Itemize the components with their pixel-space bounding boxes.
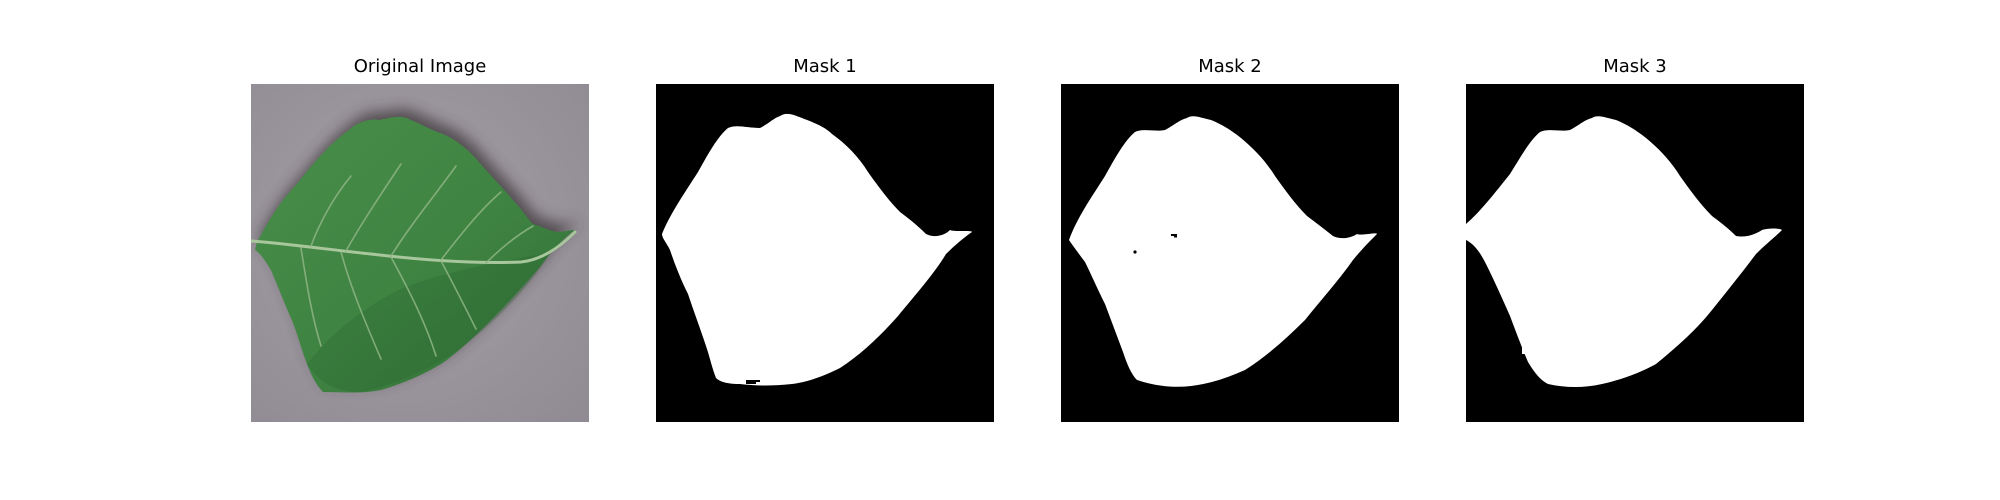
mask-leaf-region (662, 113, 972, 386)
panel-mask-1: Mask 1 (656, 0, 994, 500)
leaf-midrib (251, 230, 577, 265)
original-leaf-photo (251, 84, 589, 422)
panel-title: Mask 1 (793, 56, 857, 77)
leaf-veins (300, 163, 534, 360)
mask-leaf-region (1069, 116, 1377, 387)
panel-title: Original Image (353, 56, 487, 77)
panel-title: Mask 3 (1603, 56, 1667, 77)
mask-leaf-region (1466, 116, 1782, 388)
panel-title: Mask 2 (1198, 56, 1262, 77)
leaf-shape (255, 116, 575, 393)
mask-3-image (1466, 84, 1804, 422)
panel-mask-3: Mask 3 (1466, 0, 1804, 500)
mask-2-image (1061, 84, 1399, 422)
mask-1-image (656, 84, 994, 422)
panel-original-image: Original Image (251, 0, 589, 500)
panel-mask-2: Mask 2 (1061, 0, 1399, 500)
